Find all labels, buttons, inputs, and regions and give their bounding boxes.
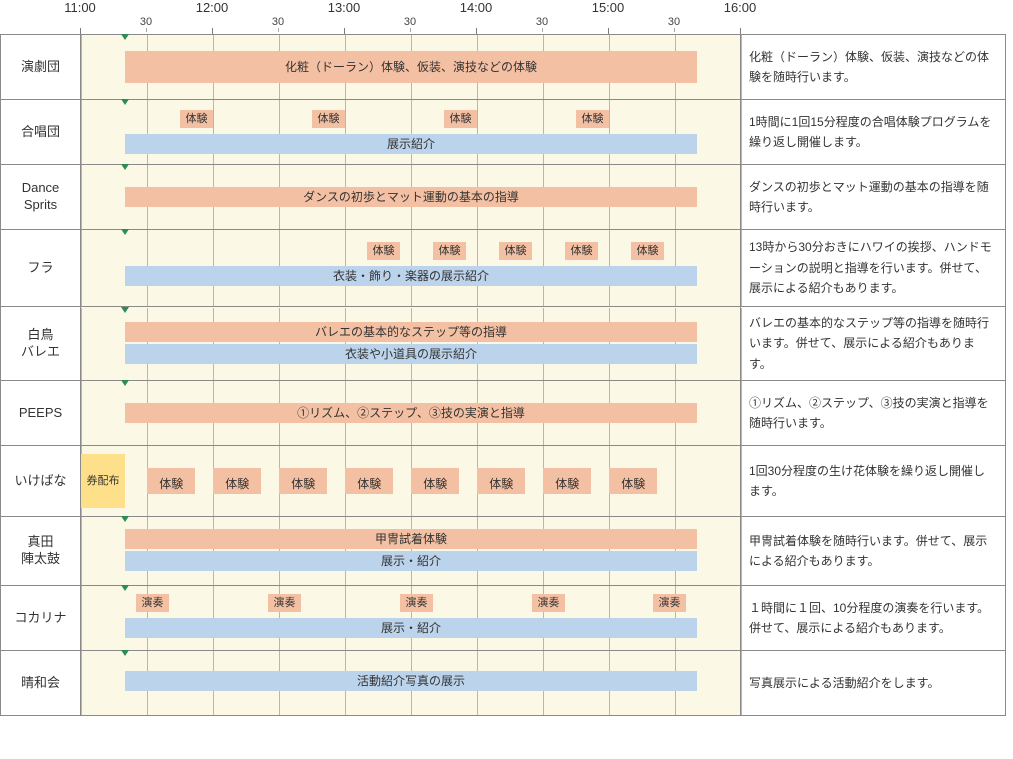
row-label: 合唱団 — [1, 100, 81, 165]
row-timeline: バレエの基本的なステップ等の指導衣装や小道具の展示紹介 — [81, 307, 741, 381]
event-bar: 体験 — [444, 110, 477, 128]
schedule-body: 演劇団 化粧（ドーラン）体験、仮装、演技などの体験 化粧（ドーラン）体験、仮装、演技… — [1, 35, 1006, 716]
hour-label: 11:00 — [64, 0, 96, 15]
schedule-row: いけばな券配布体験体験体験体験体験体験体験体験1回30分程度の生け花体験を繰り返… — [1, 446, 1006, 517]
schedule-row: 演劇団 化粧（ドーラン）体験、仮装、演技などの体験 化粧（ドーラン）体験、仮装、演技… — [1, 35, 1006, 100]
schedule-row: 合唱団 体験 体験 体験 体験展示紹介 1時間に1回15分程度の合唱体験プログラムを繰り返… — [1, 100, 1006, 165]
event-bar: 衣装や小道具の展示紹介 — [125, 344, 697, 364]
event-bar: 演奏 — [136, 594, 169, 612]
row-timeline: 演奏 演奏 演奏 演奏 演奏展示・紹介 — [81, 586, 741, 651]
row-label: 演劇団 — [1, 35, 81, 100]
event-bar: 展示・紹介 — [125, 551, 697, 571]
row-note: 甲冑試着体験を随時行います。併せて、展示による紹介もあります。 — [741, 517, 1006, 586]
row-note: バレエの基本的なステップ等の指導を随時行います。併せて、展示による紹介もあります… — [741, 307, 1006, 381]
start-marker-icon — [121, 229, 129, 235]
schedule-row: 白鳥バレエバレエの基本的なステップ等の指導衣装や小道具の展示紹介バレエの基本的な… — [1, 307, 1006, 381]
event-bar: 体験 — [433, 242, 466, 260]
half-hour-label: 30 — [536, 16, 548, 28]
row-label: 晴和会 — [1, 651, 81, 716]
event-bar: 衣装・飾り・楽器の展示紹介 — [125, 266, 697, 286]
row-label: 真田陣太鼓 — [1, 517, 81, 586]
start-marker-icon — [121, 585, 129, 591]
event-bar: 展示・紹介 — [125, 618, 697, 638]
row-label: フラ — [1, 230, 81, 307]
event-bar: 演奏 — [268, 594, 301, 612]
row-label: 白鳥バレエ — [1, 307, 81, 381]
row-timeline: ダンスの初歩とマット運動の基本の指導 — [81, 165, 741, 230]
start-marker-icon — [121, 650, 129, 656]
event-bar: 体験 — [576, 110, 609, 128]
row-label: いけばな — [1, 446, 81, 517]
row-note: ダンスの初歩とマット運動の基本の指導を随時行います。 — [741, 165, 1006, 230]
event-bar: 券配布 — [81, 454, 125, 508]
event-bar: 活動紹介写真の展示 — [125, 671, 697, 691]
event-bar: 体験 — [213, 468, 261, 494]
time-ruler: 11:0012:0013:0014:0015:0016:003030303030 — [80, 0, 740, 34]
event-bar: 体験 — [565, 242, 598, 260]
row-note: 1回30分程度の生け花体験を繰り返し開催します。 — [741, 446, 1006, 517]
event-bar: バレエの基本的なステップ等の指導 — [125, 322, 697, 342]
row-timeline: 体験 体験 体験 体験 体験衣装・飾り・楽器の展示紹介 — [81, 230, 741, 307]
event-bar: 体験 — [609, 468, 657, 494]
row-label: PEEPS — [1, 381, 81, 446]
row-timeline: ①リズム、②ステップ、③技の実演と指導 — [81, 381, 741, 446]
event-bar: 体験 — [367, 242, 400, 260]
event-bar: 演奏 — [653, 594, 686, 612]
start-marker-icon — [121, 34, 129, 40]
event-bar: 体験 — [543, 468, 591, 494]
half-hour-label: 30 — [404, 16, 416, 28]
event-bar: 体験 — [279, 468, 327, 494]
start-marker-icon — [121, 380, 129, 386]
schedule-row: PEEPS ①リズム、②ステップ、③技の実演と指導 ①リズム、②ステップ、③技の実演… — [1, 381, 1006, 446]
event-bar: 化粧（ドーラン）体験、仮装、演技などの体験 — [125, 51, 697, 83]
row-label: コカリナ — [1, 586, 81, 651]
row-timeline: 甲冑試着体験展示・紹介 — [81, 517, 741, 586]
row-note: 写真展示による活動紹介をします。 — [741, 651, 1006, 716]
hour-label: 12:00 — [196, 0, 229, 15]
event-bar: 演奏 — [400, 594, 433, 612]
schedule-row: DanceSprits ダンスの初歩とマット運動の基本の指導 ダンスの初歩とマット運… — [1, 165, 1006, 230]
row-note: 13時から30分おきにハワイの挨拶、ハンドモーションの説明と指導を行います。併せ… — [741, 230, 1006, 307]
row-timeline: 活動紹介写真の展示 — [81, 651, 741, 716]
row-note: 化粧（ドーラン）体験、仮装、演技などの体験を随時行います。 — [741, 35, 1006, 100]
schedule-row: フラ 体験 体験 体験 体験 体験衣装・飾り・楽器の展示紹介 13時から30分おきにハワイの… — [1, 230, 1006, 307]
hour-label: 13:00 — [328, 0, 361, 15]
half-hour-label: 30 — [668, 16, 680, 28]
schedule-row: 晴和会 活動紹介写真の展示 写真展示による活動紹介をします。 — [1, 651, 1006, 716]
event-bar: ダンスの初歩とマット運動の基本の指導 — [125, 187, 697, 207]
row-timeline: 券配布体験体験体験体験体験体験体験体験 — [81, 446, 741, 517]
hour-label: 15:00 — [592, 0, 625, 15]
event-bar: 甲冑試着体験 — [125, 529, 697, 549]
start-marker-icon — [121, 164, 129, 170]
hour-label: 14:00 — [460, 0, 493, 15]
row-note: 1時間に1回15分程度の合唱体験プログラムを繰り返し開催します。 — [741, 100, 1006, 165]
half-hour-label: 30 — [140, 16, 152, 28]
event-bar: 体験 — [312, 110, 345, 128]
schedule-table: 演劇団 化粧（ドーラン）体験、仮装、演技などの体験 化粧（ドーラン）体験、仮装、演技… — [0, 34, 1006, 716]
event-bar: 体験 — [345, 468, 393, 494]
half-hour-label: 30 — [272, 16, 284, 28]
hour-label: 16:00 — [724, 0, 757, 15]
event-bar: 体験 — [180, 110, 213, 128]
event-bar: 体験 — [499, 242, 532, 260]
event-bar: 展示紹介 — [125, 134, 697, 154]
start-marker-icon — [121, 516, 129, 522]
schedule-row: 真田陣太鼓甲冑試着体験展示・紹介甲冑試着体験を随時行います。併せて、展示による紹… — [1, 517, 1006, 586]
start-marker-icon — [121, 99, 129, 105]
event-bar: 体験 — [631, 242, 664, 260]
event-bar: 体験 — [147, 468, 195, 494]
row-timeline: 化粧（ドーラン）体験、仮装、演技などの体験 — [81, 35, 741, 100]
event-bar: 体験 — [477, 468, 525, 494]
event-bar: ①リズム、②ステップ、③技の実演と指導 — [125, 403, 697, 423]
row-timeline: 体験 体験 体験 体験展示紹介 — [81, 100, 741, 165]
event-bar: 体験 — [411, 468, 459, 494]
schedule-row: コカリナ 演奏 演奏 演奏 演奏 演奏展示・紹介 １時間に１回、10分程度の演奏を行います。… — [1, 586, 1006, 651]
event-bar: 演奏 — [532, 594, 565, 612]
row-note: ①リズム、②ステップ、③技の実演と指導を随時行います。 — [741, 381, 1006, 446]
row-label: DanceSprits — [1, 165, 81, 230]
start-marker-icon — [121, 307, 129, 313]
row-note: １時間に１回、10分程度の演奏を行います。併せて、展示による紹介もあります。 — [741, 586, 1006, 651]
